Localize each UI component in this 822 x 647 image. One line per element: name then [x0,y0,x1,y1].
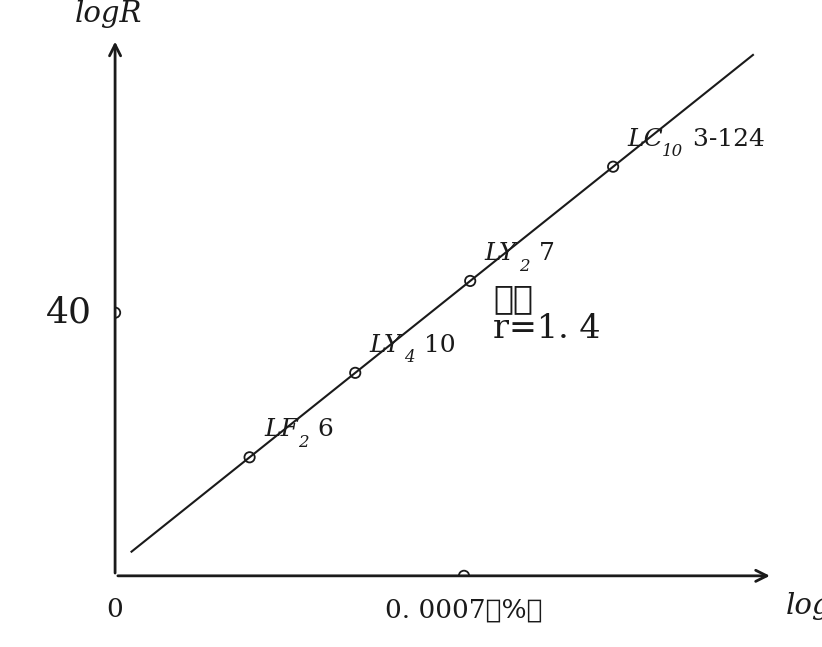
Text: 3-124: 3-124 [686,127,765,151]
Text: logC: logC [786,592,822,620]
Text: 10: 10 [416,334,455,356]
Text: 10: 10 [662,143,683,160]
Text: 40: 40 [46,296,92,330]
Text: 2: 2 [519,258,529,274]
Text: LF: LF [264,418,298,441]
Text: 0. 0007（%）: 0. 0007（%） [386,597,543,622]
Text: 斜率: 斜率 [493,283,533,315]
Point [464,276,477,286]
Text: r=1. 4: r=1. 4 [493,313,601,345]
Text: LY: LY [485,242,516,265]
Text: LY: LY [370,334,401,356]
Text: 0: 0 [107,597,123,622]
Point [607,162,620,172]
Text: 4: 4 [404,349,414,366]
Text: 2: 2 [298,434,309,451]
Point [109,307,122,318]
Text: 6: 6 [310,418,334,441]
Point [243,452,256,463]
Text: logR: logR [75,0,142,28]
Point [349,367,362,378]
Point [457,571,470,581]
Text: 7: 7 [531,242,555,265]
Text: LC: LC [628,127,663,151]
